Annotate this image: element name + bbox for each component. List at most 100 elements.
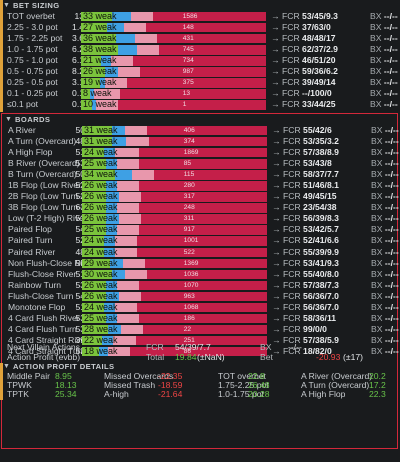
stat-row[interactable]: A River 50 31 weak 406 → FCR 55/42/6 BX --/-- <box>1 125 399 136</box>
stat-row[interactable]: Low (T-2 High) River 51 26 weak 311 → FCR 56… <box>1 213 399 224</box>
weak-bar[interactable]: 24 weak 1001 <box>82 236 267 246</box>
total-sub: (±NaN) <box>197 352 225 362</box>
weak-bar[interactable]: 36 weak 431 <box>81 34 266 44</box>
stat-row[interactable]: 0.5 - 0.75 pot 8.2 26 weak 987 → FCR 59/36/6… <box>0 66 400 77</box>
arrow-right-icon: → <box>271 55 282 66</box>
bx-cell: BX --/-- <box>370 55 398 66</box>
arrow-right-icon: → <box>272 290 283 301</box>
stat-row[interactable]: 0.1 - 0.25 pot 0.1 8 weak 13 → FCR --/100/0 B… <box>0 88 400 99</box>
bar-segment-green <box>81 78 100 88</box>
stat-row[interactable]: Paired River 48 24 weak 522 → FCR 55/39/9.9 B… <box>1 246 399 258</box>
bar-count: 13 <box>182 90 191 98</box>
action-profit-rows: Middle Pair 8.95 Missed Overcards -22.35 TOT… <box>0 372 400 399</box>
bar-count: 522 <box>183 248 195 256</box>
weak-bar[interactable]: 30 weak 1036 <box>82 269 267 279</box>
bx-label: BX <box>371 224 385 235</box>
stat-row[interactable]: B Turn (Overcard) 50 34 weak 115 → FCR 58/37… <box>1 169 399 180</box>
bx-label: BX <box>371 202 385 213</box>
weak-bar[interactable]: 26 weak 987 <box>81 67 266 77</box>
stat-row[interactable]: 1.0 - 1.75 pot 6.2 38 weak 745 → FCR 62/37/2… <box>0 44 400 55</box>
stat-row[interactable]: Paired Flop 54 25 weak 917 → FCR 53/42/5.7 BX… <box>1 224 399 235</box>
bar-count: 1070 <box>183 281 199 289</box>
stat-row[interactable]: Flush-Close Turn 54 26 weak 963 → FCR 56/36/… <box>1 290 399 302</box>
stat-row[interactable]: A Turn (Overcard) 48 31 weak 374 → FCR 53/35… <box>1 136 399 147</box>
bar-count: 148 <box>182 24 194 32</box>
weak-bar[interactable]: 24 weak 522 <box>82 247 267 257</box>
stat-row[interactable]: 4 Card Flush River 53 25 weak 186 → FCR 58/3… <box>1 312 399 324</box>
weak-bar[interactable]: 24 weak 1068 <box>82 302 267 313</box>
stat-row[interactable]: 4 Card Flush Turn 53 28 weak 22 → FCR 99/0/0… <box>1 324 399 335</box>
bx-label: BX <box>370 22 384 33</box>
action-profit-section: ▼ ACTION PROFIT DETAILS Middle Pair 8.95 M… <box>0 362 400 400</box>
action-profit-header[interactable]: ▼ ACTION PROFIT DETAILS <box>0 362 400 372</box>
bx-cell: BX --/-- <box>371 280 399 291</box>
weak-bar[interactable]: 31 weak 374 <box>82 137 267 147</box>
stat-row[interactable]: Non Flush-Close River 50 29 weak 1369 → FCR … <box>1 258 399 269</box>
stat-row[interactable]: Paired Turn 52 24 weak 1001 → FCR 52/41/6.6 B… <box>1 235 399 246</box>
weak-bar[interactable]: 19 weak 375 <box>81 78 266 88</box>
bar-text: 18 weak <box>84 346 118 356</box>
weak-bar[interactable]: 38 weak 745 <box>81 45 266 55</box>
weak-bar[interactable]: 21 weak 734 <box>81 56 266 66</box>
boards-header[interactable]: ▼ BOARDS <box>2 115 397 125</box>
stat-row[interactable]: Monotone Flop 51 24 weak 1068 → FCR 56/36/7.… <box>1 302 399 313</box>
arrow-right-icon: → <box>272 180 283 191</box>
bx-label: BX <box>371 246 385 257</box>
bar-segment-green <box>82 192 107 202</box>
stat-row[interactable]: 0.75 - 1.0 pot 6.1 21 weak 734 → FCR 46/51/2… <box>0 55 400 66</box>
weak-bar[interactable]: 25 weak 85 <box>82 159 267 169</box>
bar-text: 19 weak <box>83 78 117 88</box>
stat-row[interactable]: 2.25 - 3.0 pot 1.4 27 weak 148 → FCR 37/63/0… <box>0 22 400 33</box>
weak-bar[interactable]: 27 weak 148 <box>81 23 266 33</box>
stat-row[interactable]: ≤0.1 pot 0.1 10 weak 1 → FCR 33/44/25 BX --/-… <box>0 99 400 110</box>
stat-row[interactable]: 4 Card Straight Turn 53 18 weak 86 → FCR 18/… <box>1 346 399 357</box>
action-profit-title: ACTION PROFIT DETAILS <box>13 362 115 371</box>
weak-bar[interactable]: 25 weak 186 <box>82 313 267 324</box>
weak-bar[interactable]: 29 weak 1369 <box>82 258 267 268</box>
stat-row[interactable]: Rainbow Turn 53 26 weak 1070 → FCR 57/38/7.3… <box>1 280 399 291</box>
fcr-cell: → FCR 57/38/7.3 <box>272 280 339 291</box>
stat-row[interactable]: A High Flop 51 24 weak 1869 → FCR 57/38/8.9 B… <box>1 147 399 158</box>
stat-row[interactable]: 3B Flop (Low Turn-River) 63 26 weak 248 → FC… <box>1 202 399 213</box>
bar-segment-blue <box>106 280 118 291</box>
row-count: 50 <box>75 125 85 135</box>
weak-bar[interactable]: 25 weak 917 <box>82 225 267 235</box>
bar-segment-blue <box>99 78 106 88</box>
stat-row[interactable]: 1.75 - 2.25 pot 3.6 36 weak 431 → FCR 48/48/… <box>0 33 400 44</box>
fcr-label: FCR <box>282 224 304 235</box>
weak-bar[interactable]: 33 weak 1586 <box>81 12 266 22</box>
weak-bar[interactable]: 8 weak 13 <box>81 89 266 99</box>
stat-row[interactable]: 4 Card Straight River 39 22 weak 251 → FCR 5… <box>1 335 399 346</box>
weak-bar[interactable]: 26 weak 311 <box>82 214 267 224</box>
profit-value: -21.64 <box>158 389 183 399</box>
weak-bar[interactable]: 28 weak 22 <box>82 324 267 335</box>
bet-sizing-header[interactable]: ▼ BET SIZING <box>0 0 400 11</box>
weak-bar[interactable]: 24 weak 1869 <box>82 148 267 158</box>
bar-count: 86 <box>183 347 192 355</box>
bx-value: --/-- <box>383 55 398 66</box>
stat-row[interactable]: B River (Overcard) 53 25 weak 85 → FCR 53/43… <box>1 158 399 169</box>
weak-bar[interactable]: 10 weak 1 <box>81 100 266 110</box>
bx-value: --/-- <box>384 224 399 235</box>
fcr-cell: → FCR 53/35/3.2 <box>272 136 339 147</box>
weak-bar[interactable]: 26 weak 317 <box>82 192 267 202</box>
stat-row[interactable]: 1B Flop (Low River) 52 26 weak 280 → FCR 51/… <box>1 180 399 191</box>
profit-value: 8.95 <box>55 371 72 381</box>
weak-bar[interactable]: 31 weak 406 <box>82 126 267 136</box>
weak-bar[interactable]: 26 weak 1070 <box>82 280 267 291</box>
row-count: 53 <box>75 312 85 323</box>
stat-row[interactable]: Flush-Close River 51 30 weak 1036 → FCR 55/4… <box>1 269 399 280</box>
bar-segment-blue <box>104 302 116 313</box>
stat-row[interactable]: TOT overbet 13 33 weak 1586 → FCR 53/45/9.3 B… <box>0 11 400 22</box>
bar-segment-pink <box>124 269 147 279</box>
weak-bar[interactable]: 26 weak 248 <box>82 203 267 213</box>
bx-cell: BX --/-- <box>371 147 399 158</box>
stat-row[interactable]: 2B Flop (Low Turn-River) 52 26 weak 317 → FC… <box>1 191 399 202</box>
weak-bar[interactable]: 34 weak 115 <box>82 170 267 180</box>
weak-bar[interactable]: 26 weak 963 <box>82 291 267 302</box>
weak-bar[interactable]: 26 weak 280 <box>82 181 267 191</box>
stat-row[interactable]: 0.25 - 0.5 pot 3.1 19 weak 375 → FCR 39/49/1… <box>0 77 400 88</box>
weak-bar[interactable]: 22 weak 251 <box>82 335 267 346</box>
bet-sub: (±17) <box>343 352 363 362</box>
weak-bar[interactable]: 18 weak 86 <box>82 346 267 357</box>
